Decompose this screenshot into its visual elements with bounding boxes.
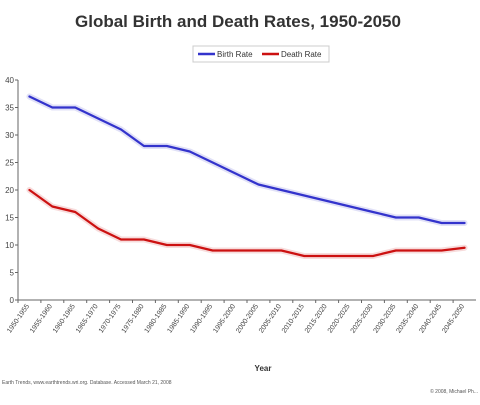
data-point-series-1 (211, 249, 214, 252)
data-point-series-0 (440, 222, 443, 224)
data-point-series-0 (165, 145, 168, 147)
data-point-series-0 (51, 106, 54, 109)
data-point-series-1 (51, 205, 54, 208)
data-point-series-1 (28, 189, 31, 191)
data-point-series-0 (280, 189, 283, 191)
x-tick-label: 2030-2035 (373, 303, 398, 335)
legend-box (192, 45, 330, 63)
x-tick-label: 2015-2020 (304, 303, 329, 335)
data-point-series-1 (303, 255, 306, 257)
data-point-series-0 (143, 145, 145, 147)
data-point-series-1 (97, 227, 100, 230)
x-axis-label: Year (255, 364, 272, 373)
legend-label-birth-rate: Birth Rate (217, 50, 253, 59)
x-tick-label: 1975-1980 (121, 303, 146, 335)
x-tick-label: 2020-2025 (327, 303, 352, 335)
x-tick-label: 2035-2040 (395, 303, 420, 335)
x-tick-label: 1985-1990 (166, 303, 191, 335)
data-point-series-1 (372, 255, 374, 257)
x-tick-label: 1955-1960 (29, 303, 54, 335)
source-footnote: Earth Trends, www.earthtrends.wri.org. D… (2, 380, 172, 386)
legend-label-death-rate: Death Rate (281, 50, 322, 59)
data-point-series-0 (211, 161, 214, 164)
x-tick-label: 2005-2010 (258, 303, 283, 335)
plot-area: 0 5 10 15 20 25 30 35 40 1950-19551955-19601960-1… (5, 76, 476, 335)
series-glow-0 (26, 93, 468, 226)
y-tick-label: 35 (5, 104, 14, 113)
x-tick-label: 2000-2005 (235, 303, 260, 335)
data-point-series-0 (74, 106, 77, 109)
data-point-series-0 (463, 222, 466, 224)
data-point-series-1 (463, 246, 466, 249)
data-point-series-0 (372, 211, 374, 213)
series-line-1 (28, 188, 466, 258)
chart-title: Global Birth and Death Rates, 1950-2050 (75, 12, 401, 31)
data-point-series-1 (417, 249, 420, 252)
data-point-series-1 (74, 211, 77, 213)
x-tick-label: 1990-1995 (189, 303, 214, 335)
data-point-series-0 (417, 216, 420, 219)
x-tick-label: 1980-1985 (144, 303, 169, 335)
x-tick-label: 1950-1955 (6, 303, 31, 335)
x-tick-label: 2010-2015 (281, 303, 306, 335)
data-point-series-1 (143, 238, 145, 241)
data-point-series-1 (326, 255, 329, 257)
y-tick-label: 10 (5, 241, 14, 250)
data-point-series-1 (165, 244, 168, 246)
data-point-series-0 (234, 172, 237, 175)
data-point-series-1 (188, 244, 191, 246)
data-point-series-0 (120, 128, 122, 131)
data-point-series-0 (97, 117, 100, 120)
y-tick-label: 5 (10, 269, 15, 278)
data-point-series-1 (349, 255, 351, 257)
chart-legend: Birth Rate Death Rate (192, 45, 330, 63)
data-point-series-0 (394, 216, 397, 219)
data-point-series-1 (120, 238, 122, 241)
x-tick-label: 2025-2030 (350, 303, 375, 335)
data-point-series-0 (349, 205, 351, 208)
y-tick-label: 30 (5, 131, 14, 140)
x-tick-label: 1970-1975 (98, 303, 123, 335)
y-tick-label: 0 (10, 296, 15, 305)
data-point-series-0 (188, 150, 191, 153)
y-tick-label: 40 (5, 76, 14, 85)
data-point-series-1 (234, 249, 237, 252)
x-tick-label: 1965-1970 (75, 303, 100, 335)
y-tick-label: 15 (5, 214, 14, 223)
x-tick-label: 1995-2000 (212, 303, 237, 335)
x-tick-label: 2045-2050 (441, 303, 466, 335)
data-point-series-1 (280, 249, 283, 252)
data-point-series-0 (257, 183, 260, 186)
data-point-series-0 (28, 95, 31, 98)
x-tick-label: 2040-2045 (418, 303, 443, 335)
series-line-0 (28, 95, 466, 225)
series-glow-1 (26, 187, 468, 259)
x-tick-label: 1960-1965 (52, 303, 77, 335)
copyright-footnote: © 2008, Michael Ph... (430, 388, 478, 395)
y-tick-label: 20 (5, 186, 14, 195)
data-point-series-1 (394, 249, 397, 252)
y-tick-label: 25 (5, 159, 14, 168)
data-point-series-1 (440, 249, 443, 252)
data-point-series-0 (326, 200, 329, 202)
data-point-series-1 (257, 249, 260, 252)
data-point-series-0 (303, 194, 306, 197)
